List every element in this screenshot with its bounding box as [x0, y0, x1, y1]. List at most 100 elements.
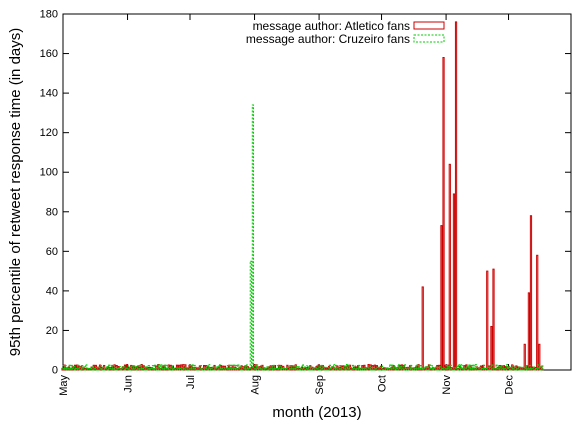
- bar: [218, 364, 221, 371]
- bar: [247, 367, 250, 371]
- bar: [322, 366, 325, 371]
- bar: [476, 366, 479, 371]
- bar: [278, 365, 282, 371]
- y-tick-label: 80: [46, 206, 58, 218]
- bar: [285, 368, 288, 371]
- bar: [526, 368, 529, 371]
- bar: [181, 367, 184, 371]
- y-tick-label: 0: [52, 365, 58, 377]
- bar: [125, 364, 129, 371]
- bar: [435, 366, 438, 371]
- bar: [522, 366, 525, 371]
- bar: [187, 367, 190, 371]
- bar: [380, 365, 384, 371]
- bar: [76, 364, 80, 371]
- bar: [193, 364, 196, 371]
- bar: [156, 367, 159, 371]
- bar: [432, 367, 436, 371]
- bar: [185, 367, 188, 371]
- bar: [228, 364, 232, 371]
- bar: [470, 364, 473, 371]
- bar: [449, 364, 452, 371]
- bar: [195, 366, 198, 371]
- bar: [410, 364, 413, 371]
- bar: [391, 364, 394, 371]
- bar: [532, 366, 536, 371]
- bar: [303, 366, 307, 371]
- y-tick-label: 140: [40, 88, 58, 100]
- bar: [249, 260, 252, 371]
- bar: [262, 367, 265, 371]
- bar: [251, 104, 255, 371]
- bar: [214, 367, 217, 371]
- bar: [230, 364, 234, 371]
- bar: [189, 364, 192, 371]
- bar: [112, 365, 115, 371]
- bar: [520, 367, 523, 371]
- y-tick-label: 20: [46, 325, 58, 337]
- bar: [339, 365, 342, 371]
- bar: [468, 364, 471, 371]
- bar: [91, 366, 94, 371]
- bar: [128, 366, 132, 371]
- plot-frame: [62, 13, 572, 371]
- bar: [235, 364, 238, 371]
- bar: [108, 364, 111, 371]
- bar: [68, 364, 71, 371]
- bar: [280, 367, 284, 371]
- bar: [97, 366, 100, 371]
- bar: [453, 367, 456, 371]
- bar: [320, 364, 323, 371]
- bar: [376, 366, 379, 371]
- bar: [362, 367, 365, 371]
- bar: [95, 367, 98, 371]
- bar: [318, 366, 321, 371]
- bar: [241, 367, 244, 371]
- bar: [270, 365, 273, 371]
- y-tick-label: 40: [46, 285, 58, 297]
- bar: [509, 366, 513, 371]
- bar: [534, 368, 538, 371]
- bar: [151, 365, 155, 371]
- legend-swatch: [413, 34, 445, 43]
- bar: [374, 368, 377, 371]
- bar: [283, 367, 286, 371]
- bar: [454, 21, 458, 371]
- x-tick-label: Sep: [314, 375, 326, 395]
- bar: [451, 367, 454, 371]
- bar: [330, 366, 334, 371]
- bar: [162, 365, 165, 371]
- bar: [387, 368, 390, 371]
- bar: [166, 365, 169, 371]
- y-tick-label: 120: [40, 127, 58, 139]
- bar: [212, 366, 215, 371]
- bar: [349, 367, 352, 371]
- bar: [295, 366, 298, 371]
- bar: [417, 364, 420, 371]
- bar: [116, 367, 119, 371]
- bar: [149, 367, 153, 371]
- bar: [393, 365, 396, 371]
- bar: [110, 365, 113, 371]
- bar: [447, 365, 450, 371]
- bar: [201, 367, 205, 371]
- bar: [464, 367, 467, 371]
- bar: [474, 364, 477, 371]
- bar: [299, 367, 302, 371]
- bar: [135, 366, 138, 371]
- bar: [114, 367, 117, 371]
- bar: [345, 364, 348, 371]
- bar: [505, 364, 509, 371]
- bar: [85, 364, 88, 371]
- bar: [512, 365, 515, 371]
- bar: [491, 364, 494, 371]
- bar: [426, 366, 429, 371]
- bar: [93, 367, 96, 371]
- bar: [308, 366, 311, 371]
- bar: [310, 366, 313, 371]
- bar: [524, 365, 527, 371]
- bar: [507, 365, 511, 371]
- bar: [478, 366, 481, 371]
- bar: [537, 364, 540, 371]
